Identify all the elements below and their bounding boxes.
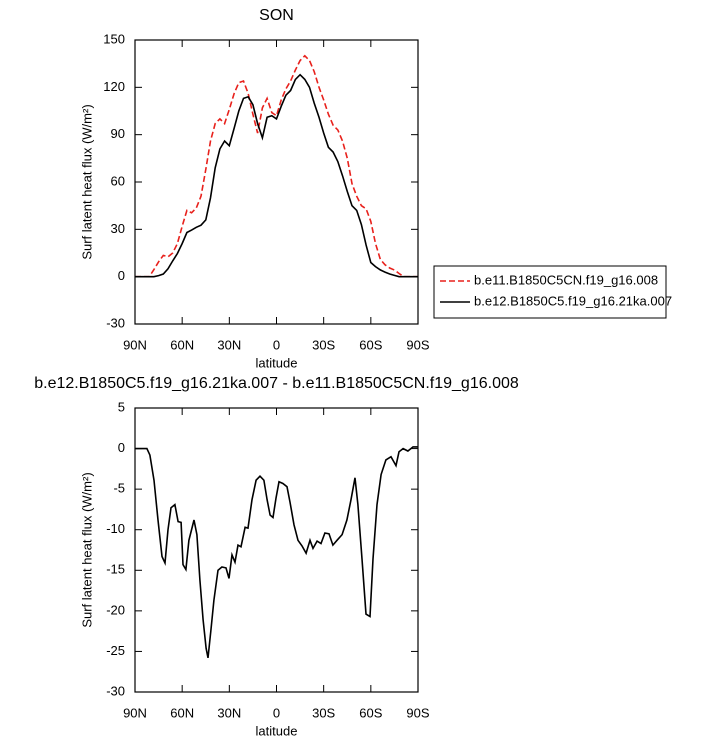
- y-tick-label: 30: [111, 221, 125, 236]
- x-axis-label: latitude: [256, 355, 298, 370]
- x-tick-label: 30S: [312, 705, 335, 720]
- x-tick-label: 90N: [123, 337, 147, 352]
- data-line: [135, 54, 418, 278]
- x-axis-label: latitude: [256, 723, 298, 738]
- chart-title: SON: [259, 7, 294, 24]
- y-tick-label: -15: [106, 562, 125, 577]
- data-line: [135, 446, 418, 659]
- y-tick-label: -30: [106, 683, 125, 698]
- y-tick-label: 150: [103, 31, 125, 46]
- y-tick-label: -20: [106, 602, 125, 617]
- chart-title: b.e12.B1850C5.f19_g16.21ka.007 - b.e11.B…: [34, 375, 519, 392]
- x-tick-label: 90S: [406, 705, 429, 720]
- x-tick-label: 60S: [359, 337, 382, 352]
- data-line: [135, 73, 418, 278]
- x-tick-label: 60N: [170, 705, 194, 720]
- y-tick-label: 0: [118, 268, 125, 283]
- x-tick-label: 30S: [312, 337, 335, 352]
- y-axis-label: Surf latent heat flux (W/m²): [79, 472, 94, 627]
- x-tick-label: 30N: [217, 705, 241, 720]
- y-tick-label: 0: [118, 440, 125, 455]
- y-tick-label: -25: [106, 643, 125, 658]
- legend-label: b.e12.B1850C5.f19_g16.21ka.007: [474, 293, 672, 308]
- x-tick-label: 90S: [406, 337, 429, 352]
- y-tick-label: 5: [118, 399, 125, 414]
- y-axis-label: Surf latent heat flux (W/m²): [79, 104, 94, 259]
- plot-frame: [134, 407, 419, 693]
- y-tick-label: 120: [103, 79, 125, 94]
- y-tick-label: 90: [111, 126, 125, 141]
- y-tick-label: 60: [111, 173, 125, 188]
- y-tick-label: -10: [106, 521, 125, 536]
- x-tick-label: 60S: [359, 705, 382, 720]
- x-tick-label: 0: [273, 337, 280, 352]
- y-tick-label: -30: [106, 315, 125, 330]
- x-tick-label: 0: [273, 705, 280, 720]
- plot-frame: [134, 39, 419, 325]
- legend-label: b.e11.B1850C5CN.f19_g16.008: [474, 272, 658, 287]
- y-tick-label: -5: [113, 481, 125, 496]
- legend-box: [433, 265, 667, 319]
- x-tick-label: 60N: [170, 337, 194, 352]
- x-tick-label: 30N: [217, 337, 241, 352]
- x-tick-label: 90N: [123, 705, 147, 720]
